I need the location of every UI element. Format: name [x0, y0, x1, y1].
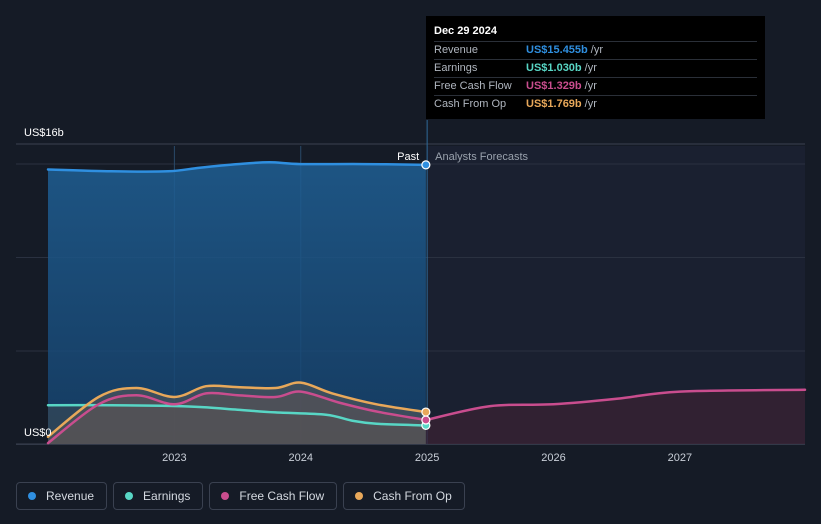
tooltip-row-earnings: Earnings US$1.030b /yr [434, 59, 757, 77]
tooltip-row-free-cash-flow: Free Cash Flow US$1.329b /yr [434, 77, 757, 95]
legend-label: Cash From Op [373, 489, 452, 503]
legend-item-free-cash-flow[interactable]: Free Cash Flow [209, 482, 338, 510]
legend-item-revenue[interactable]: Revenue [16, 482, 108, 510]
tooltip-value: US$1.769b [526, 98, 582, 110]
y-axis-label: US$16b [24, 127, 64, 139]
legend-item-cash-from-op[interactable]: Cash From Op [343, 482, 465, 510]
series-lines [46, 161, 807, 445]
legend-item-earnings[interactable]: Earnings [113, 482, 204, 510]
past-label: Past [397, 151, 419, 163]
x-tick-label: 2023 [162, 452, 186, 464]
x-tick-label: 2024 [289, 452, 313, 464]
tooltip-label: Earnings [434, 62, 478, 74]
tooltip-row-revenue: Revenue US$15.455b /yr [434, 41, 757, 59]
tooltip-label: Revenue [434, 44, 479, 56]
revenue-area [48, 162, 426, 445]
tooltip-date: Dec 29 2024 [434, 25, 497, 37]
forecast-line-free-cash-flow [424, 388, 807, 422]
series-markers [421, 160, 431, 430]
x-tick-label: 2025 [415, 452, 439, 464]
series-line-cash-from-op [46, 381, 428, 439]
series-line-revenue [46, 161, 428, 173]
tooltip-unit: /yr [584, 80, 597, 92]
point-marker-cash-from-op [421, 407, 431, 417]
earnings-dot-icon [125, 492, 134, 500]
legend-label: Free Cash Flow [239, 489, 325, 503]
tooltip-value: US$1.329b [526, 80, 582, 92]
forecast-area [425, 389, 805, 444]
tooltip-unit: /yr [584, 62, 597, 74]
legend: Revenue Earnings Free Cash Flow Cash Fro… [16, 482, 465, 510]
series-area [48, 382, 426, 444]
tooltip-label: Cash From Op [434, 98, 507, 110]
tooltip-row-cash-from-op: Cash From Op US$1.769b /yr [434, 95, 757, 113]
tooltip: Dec 29 2024 Revenue US$15.455b /yr Earni… [426, 16, 765, 119]
series-line-earnings [46, 403, 428, 427]
x-tick-label: 2027 [668, 452, 692, 464]
legend-label: Revenue [46, 489, 95, 503]
tooltip-label: Free Cash Flow [434, 80, 512, 92]
point-marker-revenue [421, 160, 431, 170]
revenue-dot-icon [28, 492, 36, 500]
axis-labels: US$16b US$0 2023 2024 2025 2026 2027 Past Analys… [24, 127, 692, 464]
free-cash-flow-dot-icon [221, 492, 230, 500]
legend-label: Earnings [143, 489, 191, 503]
area-fills [48, 162, 805, 445]
tooltip-unit: /yr [590, 44, 603, 56]
y-axis-label: US$0 [24, 427, 52, 439]
forecast-label: Analysts Forecasts [435, 151, 528, 163]
x-tick-label: 2026 [541, 452, 565, 464]
cash-from-op-dot-icon [355, 492, 364, 500]
tooltip-value: US$15.455b [526, 44, 588, 56]
tooltip-value: US$1.030b [526, 62, 582, 74]
tooltip-unit: /yr [584, 98, 597, 110]
point-marker-free-cash-flow [421, 415, 431, 425]
series-line-free-cash-flow [46, 390, 428, 445]
